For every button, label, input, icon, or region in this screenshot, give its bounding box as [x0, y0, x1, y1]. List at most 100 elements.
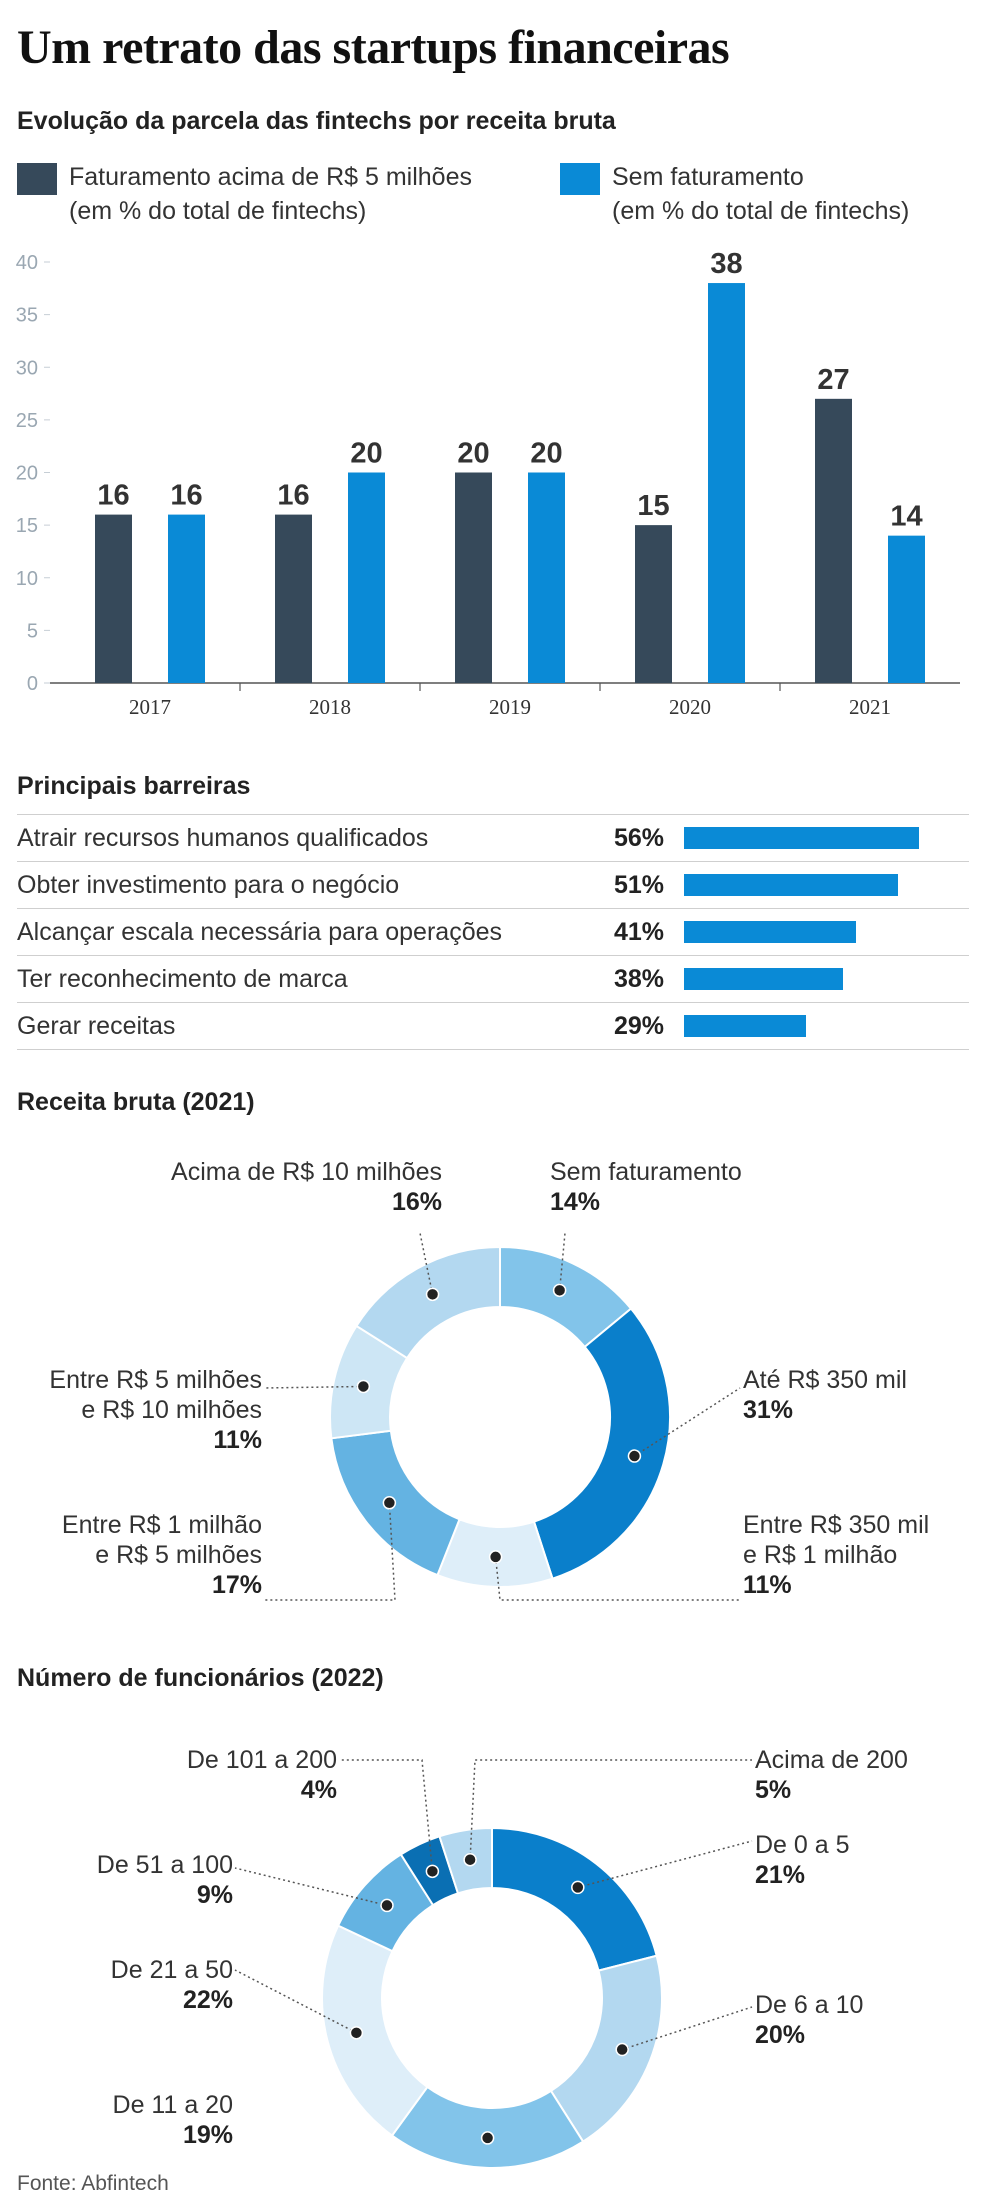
label-text-2: e R$ 10 milhões	[81, 1396, 262, 1424]
label-text-2: e R$ 1 milhão	[743, 1541, 898, 1569]
y-tick-label: 30	[16, 357, 38, 379]
barrier-bar	[684, 968, 844, 990]
leader-line	[340, 1759, 434, 1872]
barrier-row: Obter investimento para o negócio 51%	[17, 861, 969, 908]
label-pct: 11%	[213, 1426, 262, 1454]
label-pct: 11%	[743, 1571, 792, 1599]
label-pct: 20%	[755, 2021, 806, 2049]
barrier-bar	[684, 921, 857, 943]
barriers-list: Atrair recursos humanos qualificados 56% O…	[17, 814, 969, 1050]
revenue-title: Receita bruta (2021)	[17, 1088, 255, 1116]
slice-dot	[552, 1283, 567, 1298]
donut-slice-3	[321, 1924, 429, 2137]
label-5m-10m: Entre R$ 5 milhões e R$ 10 milhões 11%	[0, 1365, 262, 1455]
leader-line	[234, 1867, 388, 1907]
slice-dot	[627, 1449, 642, 1463]
label-101-200: De 101 a 200 4%	[0, 1745, 337, 1805]
bar-value-label: 15	[637, 490, 669, 522]
leader-line	[634, 1387, 741, 1457]
legend-swatch-dark	[17, 163, 57, 195]
label-text-2: e R$ 5 milhões	[95, 1541, 262, 1569]
barrier-pct: 51%	[613, 871, 664, 899]
bar-value-label: 27	[817, 364, 849, 396]
bar-value-label: 16	[277, 480, 309, 512]
source-note: Fonte: Abfintech	[17, 2172, 169, 2195]
label-6-10: De 6 a 10 20%	[755, 1990, 863, 2050]
legend-swatch-blue	[560, 163, 600, 195]
donut-slice-0	[491, 1826, 658, 1972]
barrier-bar	[684, 874, 899, 896]
legend-label: Sem faturamento	[612, 163, 804, 191]
slice-dot	[356, 1379, 371, 1394]
label-ate-350mil: Até R$ 350 mil 31%	[743, 1365, 907, 1425]
barrier-pct: 29%	[613, 1012, 664, 1040]
label-pct: 22%	[182, 1986, 233, 2014]
employees-title: Número de funcionários (2022)	[17, 1664, 384, 1692]
bar-chart-subtitle: Evolução da parcela das fintechs por rec…	[17, 107, 616, 135]
bar-value-label: 16	[97, 480, 129, 512]
y-tick-label: 40	[16, 252, 38, 274]
label-11-20: De 11 a 20 19%	[0, 2090, 233, 2150]
label-text: Acima de R$ 10 milhões	[171, 1158, 442, 1186]
barrier-pct: 38%	[613, 965, 664, 993]
donut-slice-1	[532, 1307, 671, 1580]
label-pct: 21%	[755, 1861, 806, 1889]
barrier-row: Atrair recursos humanos qualificados 56%	[17, 814, 969, 861]
x-tick-label: 2018	[309, 695, 351, 719]
donut-slice-5	[355, 1245, 501, 1360]
bar-dark-2018	[275, 514, 312, 683]
legend-label: Faturamento acima de R$ 5 milhões	[69, 163, 472, 191]
barrier-label: Gerar receitas	[17, 1012, 176, 1040]
bar-dark-2017	[95, 514, 132, 683]
barrier-pct: 56%	[613, 824, 664, 852]
label-text: Entre R$ 5 milhões	[49, 1366, 262, 1394]
revenue-donut-chart	[263, 1232, 741, 1601]
label-0-5: De 0 a 5 21%	[755, 1830, 850, 1890]
label-text: Entre R$ 1 milhão	[61, 1511, 262, 1539]
legend-item-revenue-above-5m: Faturamento acima de R$ 5 milhões (em % …	[17, 160, 472, 228]
barrier-label: Ter reconhecimento de marca	[17, 965, 348, 993]
donut-slice-2	[390, 2085, 585, 2169]
y-tick-label: 10	[16, 568, 38, 590]
label-sem-faturamento: Sem faturamento 14%	[550, 1157, 742, 1217]
label-1m-5m: Entre R$ 1 milhão e R$ 5 milhões 17%	[0, 1510, 262, 1600]
legend-sublabel: (em % do total de fintechs)	[612, 197, 910, 225]
y-tick-label: 35	[16, 305, 38, 327]
leader-line	[263, 1385, 364, 1389]
bar-dark-2019	[455, 472, 492, 683]
x-tick-label: 2019	[489, 695, 531, 719]
label-pct: 17%	[211, 1571, 262, 1599]
slice-dot	[463, 1852, 477, 1867]
barrier-row: Gerar receitas 29%	[17, 1002, 969, 1050]
employees-donut-chart	[234, 1759, 753, 2169]
x-tick-label: 2020	[669, 695, 711, 719]
label-text: De 6 a 10	[755, 1991, 864, 2019]
bar-value-label: 16	[170, 480, 202, 512]
y-tick-label: 5	[27, 620, 38, 642]
bar-value-label: 20	[350, 438, 382, 470]
label-350mil-1m: Entre R$ 350 mil e R$ 1 milhão 11%	[743, 1510, 929, 1600]
bar-value-label: 20	[457, 438, 489, 470]
slice-dot	[425, 1287, 440, 1302]
x-tick-label: 2017	[129, 695, 171, 719]
bar-blue-2018	[348, 472, 385, 683]
bar-dark-2021	[815, 398, 852, 683]
label-21-50: De 21 a 50 22%	[0, 1955, 233, 2015]
legend-sublabel: (em % do total de fintechs)	[69, 197, 367, 225]
label-pct: 31%	[743, 1396, 794, 1424]
label-text: Até R$ 350 mil	[743, 1366, 907, 1394]
bar-value-label: 20	[530, 438, 562, 470]
label-text: De 21 a 50	[110, 1956, 233, 1984]
page-title: Um retrato das startups financeiras	[17, 21, 730, 74]
label-text: De 101 a 200	[186, 1746, 337, 1774]
bar-dark-2020	[635, 525, 672, 683]
slice-dot	[480, 2131, 495, 2145]
label-text: De 11 a 20	[112, 2091, 233, 2119]
label-text: De 51 a 100	[96, 1851, 233, 1879]
slice-dot	[571, 1880, 585, 1895]
label-acima-200: Acima de 200 5%	[755, 1745, 908, 1805]
barrier-bar	[684, 1015, 806, 1037]
label-pct: 19%	[182, 2121, 233, 2149]
leader-line	[419, 1232, 434, 1295]
